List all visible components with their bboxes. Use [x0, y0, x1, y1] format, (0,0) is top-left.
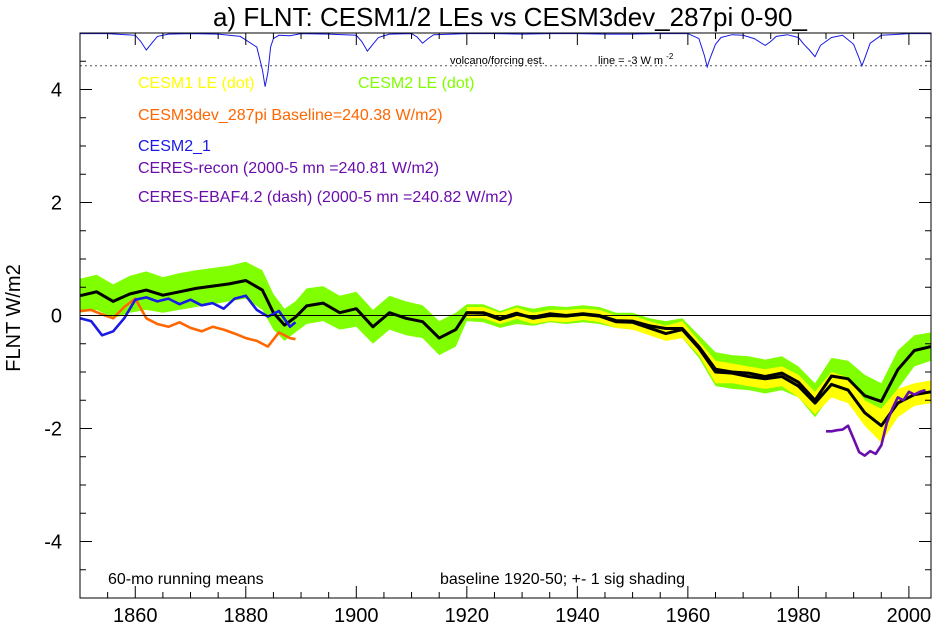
x-tick-label: 1880 — [224, 605, 269, 627]
baseline-note: baseline 1920-50; +- 1 sig shading — [440, 571, 685, 588]
x-tick-label: 1960 — [666, 605, 711, 627]
y-tick-label: -4 — [44, 532, 62, 554]
volcano-annotation: volcano/forcing est. — [450, 55, 545, 67]
band-cesm1-le-dot — [466, 307, 931, 443]
legend: CESM1 LE (dot) CESM2 LE (dot) CESM3dev_287… — [138, 75, 513, 206]
legend-entry-cesm2-le-dot: CESM2 LE (dot) — [358, 75, 474, 92]
legend-entry-ceres-recon-2000-5-mn-240-81-w-m2: CERES-recon (2000-5 mn =240.81 W/m2) — [138, 160, 439, 177]
line-annotation-superscript: -2 — [666, 52, 674, 61]
line-cesm2-1 — [79, 294, 297, 337]
x-tick-label: 1920 — [445, 605, 490, 627]
uncertainty-bands — [80, 261, 931, 443]
line-annotation: line = -3 W m -2 — [598, 52, 674, 67]
legend-entry-cesm1-le-dot: CESM1 LE (dot) — [138, 75, 254, 92]
y-tick-label: 0 — [51, 306, 62, 328]
line-annotation-text: line = -3 W m — [598, 55, 663, 67]
y-tick-label: -2 — [44, 419, 62, 441]
running-mean-note: 60-mo running means — [108, 571, 264, 588]
line-cesm1-le-mean — [466, 311, 932, 428]
line-cesm2-le-mean — [79, 279, 932, 403]
x-tick-label: 1860 — [113, 605, 158, 627]
legend-entry-cesm3dev-287pi-baseline-240-38-w-m2: CESM3dev_287pi Baseline=240.38 W/m2) — [138, 107, 443, 124]
x-tick-label: 1980 — [776, 605, 821, 627]
chart-title: a) FLNT: CESM1/2 LEs vs CESM3dev_287pi 0… — [213, 2, 807, 32]
y-axis-label: FLNT W/m2 — [3, 264, 25, 371]
y-tick-label: 4 — [51, 80, 62, 102]
legend-entry-ceres-ebaf4-2-dash-2000-5-mn-240-82-w-m2: CERES-EBAF4.2 (dash) (2000-5 mn =240.82 … — [138, 189, 513, 206]
line-ceres-recon — [826, 388, 926, 457]
x-tick-label: 1900 — [334, 605, 379, 627]
x-tick-label: 2000 — [887, 605, 932, 627]
axes: 1860 1880 1900 1920 1940 1960 1980 2000 -4 -2 0 2 4 — [44, 32, 932, 627]
y-tick-label: 2 — [51, 193, 62, 215]
line-cesm3dev-287pi — [79, 297, 296, 348]
x-tick-label: 1940 — [555, 605, 600, 627]
legend-entry-cesm2-1: CESM2_1 — [138, 138, 211, 155]
series-lines — [79, 279, 932, 457]
